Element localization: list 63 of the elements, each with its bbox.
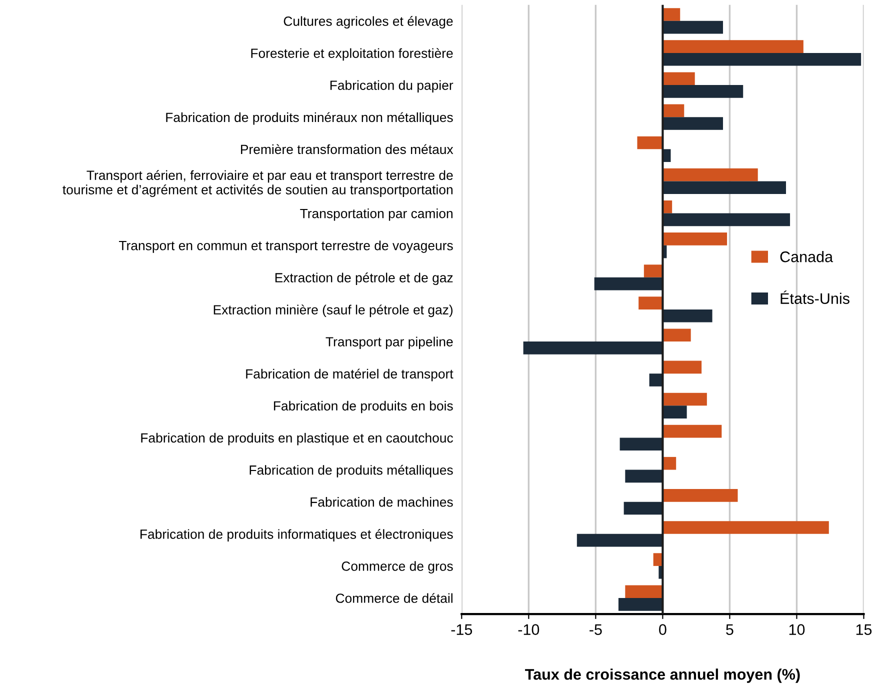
- bar: [523, 342, 663, 354]
- bar: [594, 277, 663, 290]
- bar: [662, 200, 672, 214]
- bar: [618, 598, 663, 611]
- y-tick-label: Extraction minière (sauf le pétrole et gaz): [214, 304, 453, 318]
- bar: [662, 328, 691, 342]
- bar: [625, 470, 663, 483]
- bar: [624, 502, 663, 515]
- bar: [625, 585, 663, 598]
- y-tick-label: Foresterie et exploitation forestière: [251, 48, 453, 61]
- bar: [662, 168, 758, 182]
- bar: [662, 521, 829, 534]
- bar: [662, 72, 695, 86]
- y-tick-label: Commerce de gros: [342, 561, 453, 574]
- x-tick-label: 5: [726, 624, 734, 635]
- y-tick-label: Fabrication de produits en bois: [274, 400, 453, 414]
- bar: [662, 117, 724, 130]
- y-tick-label: Transportation par camion: [300, 208, 452, 221]
- bar: [662, 456, 676, 470]
- y-tick-label: Transport en commun et transport terrestre de voyageurs: [118, 240, 453, 253]
- y-tick-label: Extraction de pétrole et de gaz: [275, 272, 453, 285]
- y-tick-label: Transport aérien, ferroviaire et par eau et transport terrestre de tourisme et d’agrément et activités de soutien au transportportation: [62, 170, 453, 197]
- bar: [662, 360, 702, 374]
- x-tick-label: -5: [590, 624, 602, 635]
- bar: [662, 309, 712, 322]
- bar: [662, 424, 722, 438]
- y-tick-label: Transport par pipeline: [326, 336, 453, 350]
- y-tick-label: Fabrication de produits minéraux non métalliques: [166, 112, 453, 125]
- y-tick-label: Fabrication de produits métalliques: [250, 464, 453, 478]
- y-tick-label: Fabrication de machines: [310, 497, 453, 507]
- bar: [649, 374, 663, 386]
- bar: [662, 406, 687, 418]
- x-axis-title: Taux de croissance annuel moyen (%): [525, 668, 800, 683]
- bar: [662, 52, 862, 66]
- bar: [644, 264, 663, 278]
- bar: [620, 438, 663, 451]
- x-tick-label: -15: [451, 624, 472, 635]
- bar: [662, 181, 786, 194]
- bar: [662, 8, 680, 21]
- x-tick-label: -10: [518, 624, 540, 635]
- y-tick-label: Fabrication de produits informatiques et électroniques: [140, 529, 453, 542]
- legend-label: États-Unis: [780, 290, 850, 304]
- y-tick-label: Cultures agricoles et élevage: [284, 16, 453, 29]
- bar: [638, 296, 663, 310]
- y-tick-label: Commerce de détail: [336, 593, 452, 603]
- bar: [662, 40, 804, 53]
- bar: [662, 20, 724, 34]
- y-tick-label: Première transformation des métaux: [241, 144, 454, 154]
- bar: [662, 232, 728, 246]
- bar: [576, 534, 663, 547]
- y-tick-label: Fabrication de produits en plastique et en caoutchouc: [141, 432, 453, 446]
- bar: [662, 392, 707, 406]
- bar: [662, 213, 790, 226]
- y-tick-label: Fabrication de matériel de transport: [246, 368, 454, 382]
- bar: [662, 104, 684, 118]
- x-tick-label: 0: [659, 624, 666, 635]
- legend-label: Canada: [780, 251, 834, 262]
- x-tick-label: 10: [789, 624, 805, 635]
- bar: [662, 85, 744, 98]
- x-tick-label: 15: [856, 624, 872, 635]
- bar: [662, 489, 738, 502]
- y-tick-label: Fabrication du papier: [330, 80, 454, 93]
- bar: [637, 136, 663, 150]
